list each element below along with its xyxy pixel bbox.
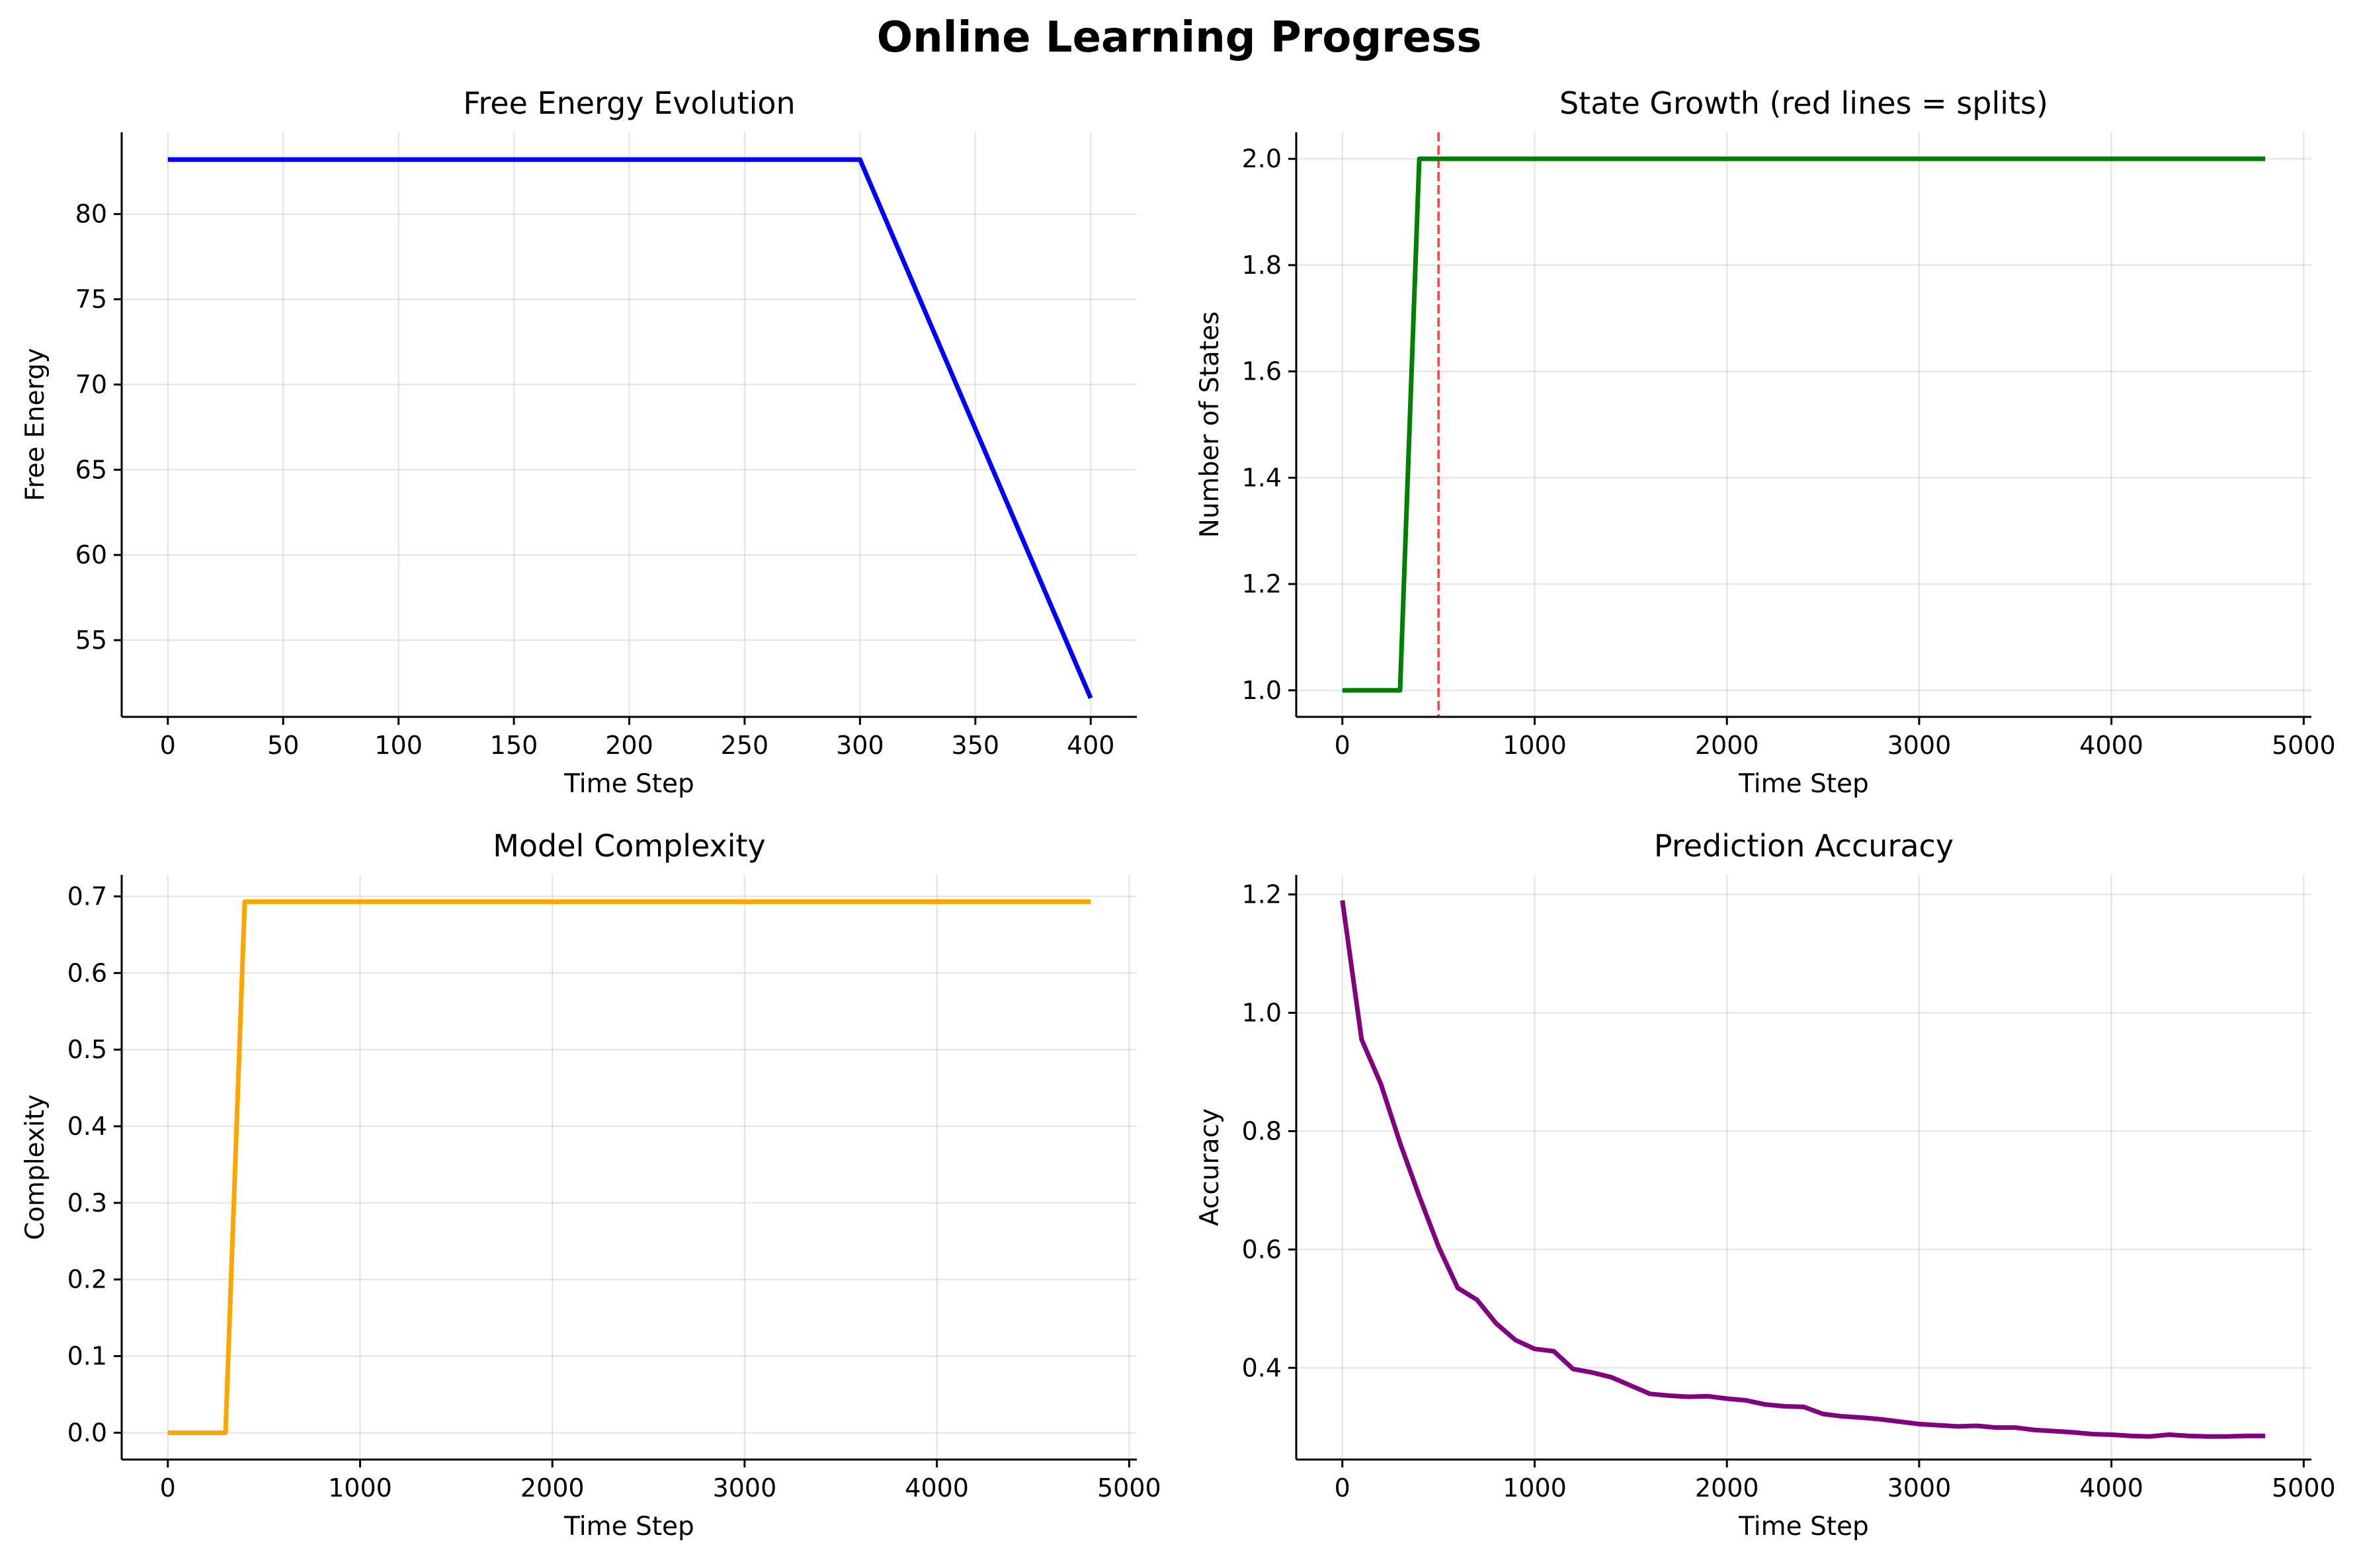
y-tick-label: 0.3 [67,1188,107,1217]
y-tick-label: 0.8 [1242,1116,1282,1145]
y-axis-label: Number of States [1195,311,1225,538]
y-tick-label: 60 [75,540,107,569]
subplot-title: Model Complexity [493,828,766,864]
subplot-title: Free Energy Evolution [463,85,795,121]
series-line-prediction_accuracy [1340,899,2266,1439]
x-tick-label: 300 [836,731,884,760]
y-tick-label: 70 [75,370,107,399]
x-tick-label: 1000 [328,1473,392,1503]
y-tick-label: 0.0 [67,1418,107,1447]
y-tick-label: 0.5 [67,1035,107,1064]
x-tick-label: 0 [1335,731,1350,760]
x-axis-label: Time Step [1738,769,1869,799]
subplot-state_growth: 0 1000 2000 3000 4000 5000 1.0 1.2 1.4 1.6 1.8 2.0 S… [1195,85,2336,799]
x-tick-label: 150 [490,731,538,760]
y-axis-label: Free Energy [21,348,50,501]
x-tick-label: 250 [721,731,769,760]
x-tick-label: 400 [1067,731,1115,760]
y-tick-label: 55 [75,626,107,655]
x-tick-label: 0 [160,731,176,760]
y-tick-label: 1.6 [1242,357,1282,386]
x-tick-label: 200 [605,731,653,760]
x-tick-label: 5000 [1097,1473,1161,1503]
series-line-state_growth [1342,156,2266,693]
x-axis-label: Time Step [563,1512,694,1542]
y-tick-label: 1.0 [1242,676,1282,705]
x-tick-label: 4000 [2079,1473,2143,1503]
x-tick-label: 0 [160,1473,176,1503]
y-tick-label: 80 [75,200,107,229]
x-tick-label: 350 [952,731,1000,760]
x-tick-label: 2000 [520,1473,585,1503]
y-tick-label: 75 [75,285,107,314]
subplot-model_complexity: 0 1000 2000 3000 4000 5000 0.0 0.1 0.2 0.3 0.4 0.5 0… [21,828,1161,1542]
x-tick-label: 100 [374,731,423,760]
y-tick-label: 0.4 [67,1112,107,1141]
y-tick-label: 0.2 [67,1265,107,1294]
x-axis-label: Time Step [1738,1512,1869,1542]
x-axis-label: Time Step [563,769,694,799]
subplot-title: State Growth (red lines = splits) [1559,85,2048,121]
x-tick-label: 5000 [2272,1473,2336,1503]
x-tick-label: 50 [267,731,299,760]
x-tick-label: 1000 [1503,731,1567,760]
y-tick-label: 0.7 [67,882,107,911]
y-tick-label: 1.0 [1242,998,1282,1027]
subplot-prediction_accuracy: 0 1000 2000 3000 4000 5000 0.4 0.6 0.8 1.0 1.2 Pred… [1195,828,2336,1542]
x-tick-label: 4000 [2079,731,2143,760]
x-tick-label: 0 [1335,1473,1350,1503]
subplot-title: Prediction Accuracy [1654,828,1954,864]
y-axis-label: Accuracy [1195,1108,1225,1226]
x-tick-label: 4000 [905,1473,969,1503]
y-tick-label: 0.6 [67,958,107,987]
series-line-free_energy [167,157,1093,700]
x-tick-label: 3000 [713,1473,777,1503]
x-tick-label: 3000 [1887,1473,1952,1503]
y-tick-label: 1.8 [1242,251,1282,280]
y-tick-label: 2.0 [1242,144,1282,173]
y-tick-label: 1.4 [1242,463,1282,492]
x-tick-label: 2000 [1695,1473,1759,1503]
y-tick-label: 0.4 [1242,1353,1282,1382]
figure-title: Online Learning Progress [877,13,1482,62]
x-tick-label: 1000 [1503,1473,1567,1503]
x-tick-label: 3000 [1887,731,1952,760]
subplot-free_energy: 0 50 100 150 200 250 300 350 400 55 60 65 70 75 80 Free… [21,85,1137,799]
y-tick-label: 1.2 [1242,880,1282,909]
y-tick-label: 1.2 [1242,569,1282,598]
x-tick-label: 2000 [1695,731,1759,760]
y-tick-label: 0.1 [67,1342,107,1371]
y-tick-label: 0.6 [1242,1235,1282,1264]
x-tick-label: 5000 [2272,731,2336,760]
y-axis-label: Complexity [21,1094,50,1240]
y-tick-label: 65 [75,455,107,484]
series-line-model_complexity [167,899,1091,1435]
